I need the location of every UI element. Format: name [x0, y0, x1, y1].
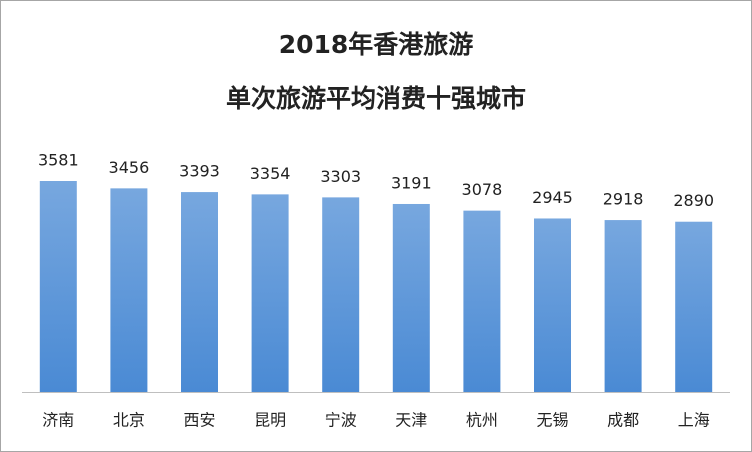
bar: [322, 197, 360, 392]
x-tick-label: 济南: [42, 411, 74, 430]
bar: [604, 220, 642, 392]
value-label: 2890: [673, 191, 714, 210]
bar: [392, 203, 430, 392]
bar: [39, 181, 77, 392]
value-label: 3078: [462, 180, 503, 199]
value-label: 3191: [391, 173, 432, 192]
bar: [675, 221, 713, 392]
x-tick-label: 北京: [113, 411, 145, 430]
value-label: 2945: [532, 188, 573, 207]
x-tick-label: 成都: [607, 411, 639, 430]
value-label: 2918: [603, 190, 644, 209]
chart-title: 2018年香港旅游: [279, 30, 474, 59]
value-label: 3456: [109, 158, 150, 177]
value-label: 3303: [320, 167, 361, 186]
x-tick-label: 上海: [678, 411, 710, 430]
x-tick-label: 天津: [395, 411, 427, 430]
bar: [110, 188, 148, 392]
x-tick-label: 昆明: [254, 411, 286, 430]
chart-title: 单次旅游平均消费十强城市: [226, 84, 526, 113]
x-tick-label: 杭州: [466, 411, 498, 430]
x-tick-label: 西安: [183, 411, 215, 430]
bar: [534, 218, 571, 392]
x-tick-label: 无锡: [536, 411, 568, 430]
value-label: 3581: [38, 151, 79, 170]
bar: [181, 192, 218, 392]
bar: [463, 210, 501, 392]
value-label: 3354: [250, 164, 291, 183]
x-tick-label: 宁波: [325, 411, 357, 430]
value-label: 3393: [179, 162, 220, 181]
bar: [251, 194, 289, 392]
